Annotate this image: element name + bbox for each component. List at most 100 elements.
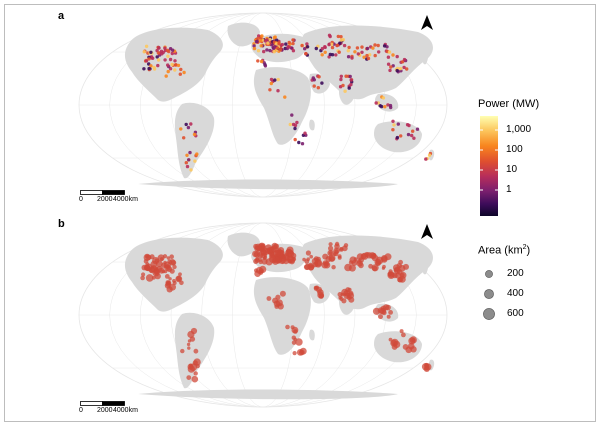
power-site-point	[343, 89, 347, 93]
power-site-point	[391, 128, 395, 132]
power-site-point	[334, 53, 338, 57]
area-site-point	[193, 371, 198, 376]
power-site-point	[291, 38, 295, 42]
area-site-point	[258, 259, 263, 265]
power-site-point	[391, 53, 395, 57]
area-site-point	[394, 272, 402, 279]
power-site-point	[293, 126, 297, 131]
north-arrow-icon	[421, 224, 433, 239]
power-site-point	[147, 57, 151, 61]
area-site-point	[328, 245, 334, 251]
power-site-point	[391, 119, 395, 124]
power-site-point	[144, 59, 149, 63]
power-site-point	[305, 45, 310, 49]
area-site-point	[188, 363, 193, 368]
power-site-point	[284, 42, 288, 46]
power-site-point	[383, 105, 387, 109]
area-site-point	[372, 307, 381, 315]
power-site-point	[402, 65, 406, 70]
power-site-point	[376, 43, 380, 48]
power-site-point	[283, 95, 287, 99]
power-site-point	[178, 72, 182, 76]
area-site-point	[164, 264, 171, 271]
power-site-point	[350, 56, 354, 60]
area-site-point	[304, 263, 311, 270]
area-legend-symbols	[483, 270, 495, 320]
area-site-point	[169, 254, 174, 259]
area-site-point	[382, 264, 386, 269]
area-site-point	[287, 255, 294, 262]
power-site-point	[188, 150, 192, 155]
power-site-point	[304, 52, 308, 56]
area-site-point	[186, 342, 191, 347]
power-site-point	[269, 81, 273, 86]
power-site-point	[338, 41, 342, 45]
power-site-point	[348, 74, 352, 79]
power-site-point	[297, 140, 301, 145]
power-site-point	[179, 67, 183, 72]
power-site-point	[405, 67, 409, 71]
power-site-point	[353, 50, 357, 54]
power-site-point	[280, 42, 284, 47]
power-site-point	[382, 44, 387, 48]
power-site-point	[386, 55, 391, 59]
area-site-point	[331, 265, 336, 270]
power-site-point	[427, 153, 432, 157]
power-site-point	[373, 43, 377, 47]
power-site-point	[312, 84, 316, 88]
area-site-point	[333, 251, 339, 257]
area-site-point	[172, 279, 176, 283]
power-site-point	[176, 63, 181, 68]
power-site-point	[305, 42, 309, 46]
power-tick-1000: 1,000	[506, 124, 532, 135]
area-site-point	[313, 256, 319, 262]
power-site-point	[151, 56, 155, 60]
area-site-point	[141, 264, 148, 271]
power-site-point	[173, 59, 177, 63]
power-site-point	[156, 63, 160, 68]
north-arrow-icon	[421, 15, 433, 30]
power-site-point	[156, 51, 161, 55]
area-site-point	[254, 268, 259, 273]
area-site-point	[258, 270, 264, 275]
scale-label-0: 0	[79, 407, 83, 414]
area-site-point	[348, 260, 354, 265]
power-site-point	[192, 132, 197, 137]
power-site-point	[365, 46, 370, 51]
power-site-point	[303, 131, 307, 135]
power-tick-10: 10	[506, 164, 518, 175]
area-site-point	[187, 330, 195, 339]
area-site-point	[263, 255, 268, 260]
power-site-point	[166, 54, 170, 58]
power-site-point	[356, 52, 360, 56]
power-site-point	[386, 103, 390, 107]
area-site-point	[187, 346, 191, 350]
power-site-point	[189, 122, 193, 126]
power-site-point	[349, 78, 353, 82]
area-site-point	[282, 255, 286, 259]
power-site-point	[323, 45, 327, 49]
area-site-point	[144, 254, 149, 259]
power-site-point	[317, 75, 321, 79]
area-site-point	[296, 349, 304, 356]
power-site-point	[262, 61, 266, 65]
area-site-point	[378, 314, 383, 320]
scale-bar	[80, 401, 125, 406]
area-site-point	[386, 314, 391, 319]
area-site-point	[269, 253, 276, 260]
power-site-point	[320, 53, 324, 57]
power-site-point	[166, 63, 170, 67]
area-site-point	[351, 259, 358, 266]
power-site-point	[316, 86, 320, 90]
area-site-point	[266, 296, 272, 301]
power-site-point	[395, 135, 400, 140]
power-tick-100: 100	[506, 144, 523, 155]
power-site-point	[377, 50, 381, 54]
power-site-point	[272, 50, 276, 54]
area-site-point	[292, 351, 297, 356]
area-site-point	[343, 243, 349, 248]
land-japan	[422, 51, 429, 65]
area-item-600: 600	[507, 308, 524, 319]
power-site-point	[360, 50, 364, 54]
power-site-point	[346, 55, 351, 59]
